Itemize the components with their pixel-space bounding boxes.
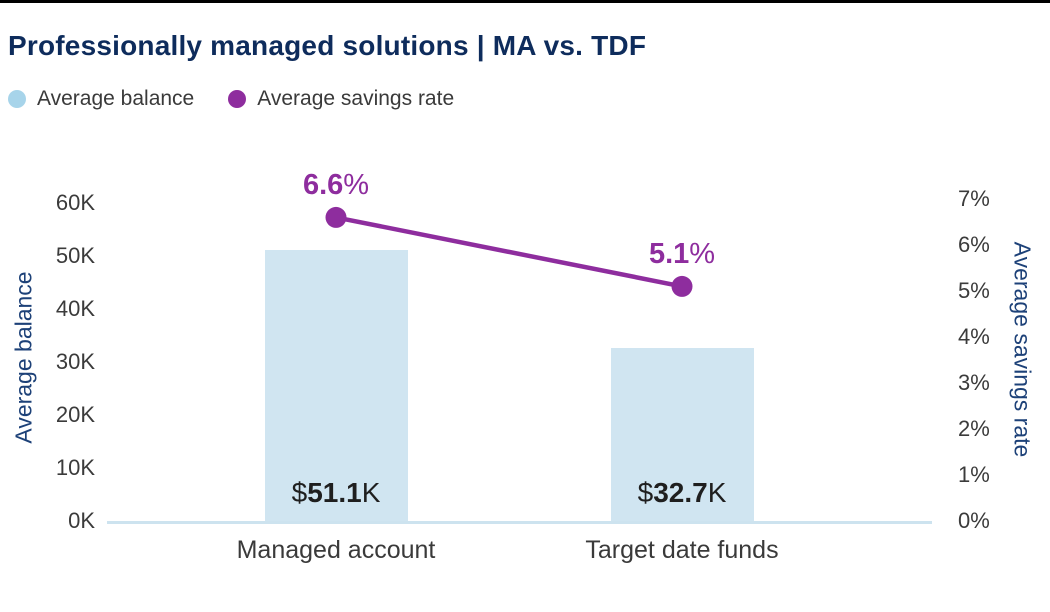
page-title: Professionally managed solutions | MA vs…	[8, 30, 647, 61]
legend-label-average-savings-rate: Average savings rate	[257, 87, 455, 110]
bar-value-number: 32.7	[653, 477, 708, 508]
top-border-rule	[0, 0, 1050, 3]
rate-value-number: 5.1	[648, 238, 690, 271]
bar-value-number: 51.1	[307, 477, 362, 508]
savings-rate-legend-dot-icon	[228, 90, 247, 108]
left-axis-tick-label: 60K	[55, 190, 95, 215]
left-axis-tick-label: 10K	[55, 455, 95, 480]
rate-value-label: 5.1%	[592, 238, 772, 271]
right-axis-tick-label: 0%	[958, 508, 990, 533]
bar-value-suffix: K	[361, 477, 381, 508]
legend-item-average-balance: Average balance	[8, 87, 194, 111]
right-axis-tick-label: 6%	[958, 232, 990, 257]
x-axis-line	[107, 521, 932, 524]
bar-value-label: $32.7K	[582, 477, 782, 509]
savings-rate-point	[671, 275, 693, 297]
rate-value-number: 6.6	[302, 169, 344, 202]
category-label: Target date funds	[585, 536, 779, 564]
right-axis-tick-label: 3%	[958, 370, 990, 395]
left-axis-tick-label: 20K	[55, 402, 95, 427]
left-axis-tick-label: 30K	[55, 349, 95, 374]
left-axis-tick-label: 50K	[55, 243, 95, 268]
left-axis-tick-label: 40K	[55, 296, 95, 321]
right-axis-tick-label: 2%	[958, 416, 990, 441]
savings-rate-point	[325, 206, 347, 228]
bar-value-prefix: $	[637, 477, 654, 508]
bar-value-suffix: K	[707, 477, 727, 508]
left-axis-tick-label: 0K	[68, 508, 95, 533]
rate-value-label: 6.6%	[246, 169, 426, 202]
legend: Average balance Average savings rate	[8, 87, 454, 111]
legend-item-average-savings-rate: Average savings rate	[228, 87, 454, 111]
rate-value-suffix: %	[689, 238, 716, 271]
balance-bar	[610, 347, 754, 521]
right-axis-tick-label: 7%	[958, 186, 990, 211]
balance-bar	[264, 250, 408, 521]
balance-legend-dot-icon	[8, 90, 26, 108]
bar-value-prefix: $	[291, 477, 308, 508]
bar-value-label: $51.1K	[236, 477, 436, 509]
right-axis-tick-label: 4%	[958, 324, 990, 349]
savings-rate-line	[335, 215, 683, 289]
right-axis-tick-label: 5%	[958, 278, 990, 303]
rate-value-suffix: %	[343, 169, 370, 202]
category-label: Managed account	[236, 536, 436, 564]
legend-label-average-balance: Average balance	[37, 87, 195, 110]
right-axis-tick-label: 1%	[958, 462, 990, 487]
